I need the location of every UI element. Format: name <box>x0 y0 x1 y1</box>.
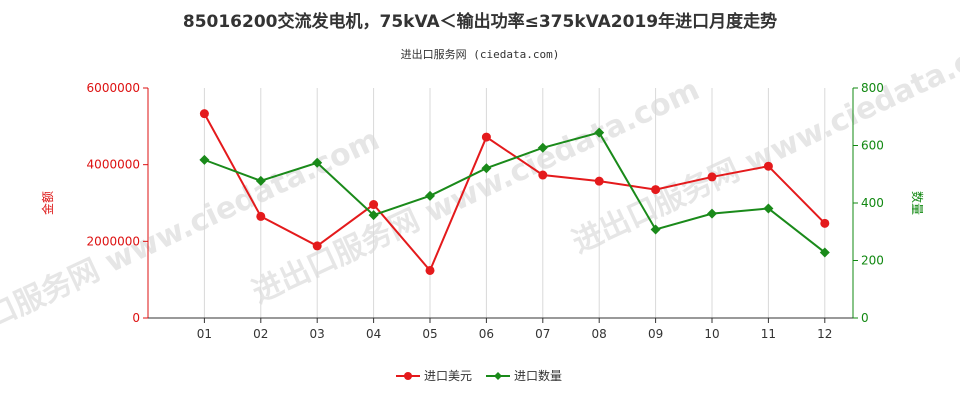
left-tick-label-3: 6000000 <box>87 81 140 95</box>
left-tick-label-1: 2000000 <box>87 234 140 248</box>
x-tick-label-01: 01 <box>197 327 212 341</box>
series-1-point-09 <box>650 224 661 235</box>
chart-subtitle: 进出口服务网 (ciedata.com) <box>401 47 560 61</box>
series-0-point-08 <box>594 176 604 186</box>
left-tick-label-0: 0 <box>132 311 140 325</box>
series-1-point-05 <box>425 190 435 201</box>
x-axis-ticks: 01 02 03 04 05 06 07 08 09 10 11 12 <box>197 318 832 341</box>
series-1-point-06 <box>481 163 492 174</box>
x-tick-label-11: 11 <box>761 327 776 341</box>
series-line-1 <box>204 131 826 254</box>
series-1-point-10 <box>707 208 717 219</box>
series-0-point-12 <box>820 218 830 228</box>
series-1-point-01 <box>199 154 210 165</box>
legend-label-0: 进口美元 <box>424 369 472 383</box>
series-1-point-08 <box>594 127 605 138</box>
series-line-0 <box>203 113 826 273</box>
series-0-point-05 <box>425 265 435 275</box>
series-layer <box>199 109 830 275</box>
series-0-point-10 <box>707 172 717 182</box>
x-tick-label-08: 08 <box>592 327 607 341</box>
x-tick-label-06: 06 <box>479 327 494 341</box>
right-tick-label-2: 400 <box>861 196 884 210</box>
x-tick-label-12: 12 <box>817 327 832 341</box>
right-tick-label-3: 600 <box>861 139 884 153</box>
chart-title: 85016200交流发电机，75kVA＜输出功率≤375kVA2019年进口月度… <box>183 11 777 32</box>
x-tick-label-09: 09 <box>648 327 663 341</box>
x-tick-label-03: 03 <box>310 327 325 341</box>
series-1-point-04 <box>368 210 379 221</box>
right-axis-label: 数量 <box>910 191 925 215</box>
right-axis-ticks: 0 200 400 600 800 <box>853 81 884 325</box>
series-1-point-02 <box>255 175 266 186</box>
x-tick-label-02: 02 <box>253 327 268 341</box>
right-tick-label-0: 0 <box>861 311 869 325</box>
right-tick-label-1: 200 <box>861 254 884 268</box>
legend-label-1: 进口数量 <box>514 368 562 383</box>
left-tick-label-2: 4000000 <box>87 158 140 172</box>
series-0-point-09 <box>651 185 661 195</box>
x-tick-label-07: 07 <box>535 327 550 341</box>
series-1-point-07 <box>537 142 548 153</box>
legend: 进口美元 进口数量 <box>396 368 562 383</box>
watermark-text-2: 进出口服务网 www.ciedata.com <box>567 22 960 260</box>
left-axis-label: 金额 <box>40 191 55 215</box>
left-axis-ticks: 0 2000000 4000000 6000000 <box>87 81 148 325</box>
x-tick-label-04: 04 <box>366 327 381 341</box>
series-0-point-04 <box>369 200 379 210</box>
x-tick-label-05: 05 <box>422 327 437 341</box>
series-1-point-03 <box>312 157 323 168</box>
series-0-point-07 <box>538 170 548 180</box>
series-0-point-03 <box>312 241 322 251</box>
legend-marker-1 <box>494 372 502 380</box>
series-1-point-12 <box>819 247 830 258</box>
legend-marker-0 <box>404 372 412 380</box>
watermark-text-1: 进出口服务网 www.ciedata.com <box>247 72 705 310</box>
x-tick-label-10: 10 <box>704 327 719 341</box>
series-0-point-01 <box>199 109 209 119</box>
grid-lines <box>203 88 826 318</box>
series-0-point-11 <box>763 161 773 171</box>
series-1-point-11 <box>763 203 774 214</box>
series-0-point-06 <box>481 132 491 142</box>
series-0-point-02 <box>256 211 266 221</box>
right-tick-label-4: 800 <box>861 81 884 95</box>
